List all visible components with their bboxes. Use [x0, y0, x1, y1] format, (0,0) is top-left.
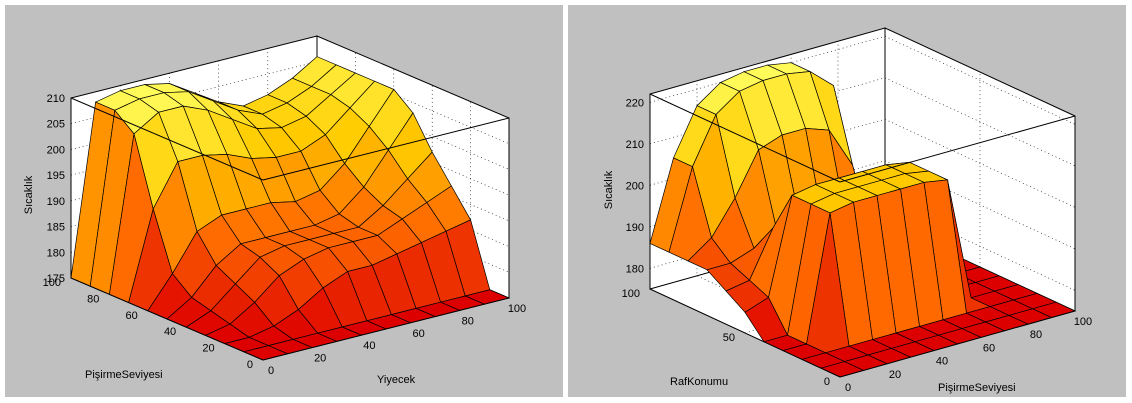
z-tick-label: 180	[626, 263, 644, 275]
y-tick-label: 100	[622, 288, 640, 300]
grid-line-z	[70, 35, 510, 119]
z-tick-label: 210	[626, 139, 644, 151]
y-tick-label: 50	[723, 332, 735, 344]
z-axis-label: Sıcaklık	[603, 170, 615, 209]
x-tick-label: 0	[845, 382, 851, 394]
y-tick-label: 40	[164, 326, 176, 338]
x-tick-label: 40	[363, 340, 375, 352]
z-tick-label: 175	[47, 273, 65, 285]
x-axis-line	[839, 310, 1076, 378]
frame-top-left	[70, 97, 264, 181]
z-tick-label: 210	[47, 93, 65, 105]
left-surface-plot: 0204060801000204060801001751801851901952…	[23, 35, 526, 386]
z-tick-label: 205	[47, 119, 65, 131]
z-tick-label: 195	[47, 170, 65, 182]
x-axis-label: Yiyecek	[377, 374, 416, 386]
right-surface-plot-panel: 0 20 40 60 80 100 0 50 100 180 190 200 210 220 Pişirme…	[568, 5, 1126, 397]
y-tick-label: 20	[202, 343, 214, 355]
x-tick-label: 0	[268, 365, 274, 377]
y-axis-line	[70, 277, 264, 361]
z-tick-label: 190	[626, 222, 644, 234]
right-surface-plot: 0 20 40 60 80 100 0 50 100 180 190 200 210 220 Pişirme…	[603, 27, 1092, 394]
x-tick-label: 60	[412, 328, 424, 340]
frame-top-left	[649, 93, 841, 183]
frame-top-front	[839, 115, 1076, 183]
x-axis-line	[262, 297, 510, 361]
y-axis-label: RafKonumu	[670, 376, 728, 388]
y-axis-label: PişirmeSeviyesi	[85, 369, 163, 381]
y-tick-label: 0	[247, 359, 253, 371]
x-tick-label: 80	[462, 315, 474, 327]
frame-top-front	[262, 117, 510, 181]
grid-line-z	[649, 35, 1076, 125]
z-tick-label: 220	[626, 97, 644, 109]
x-tick-label: 80	[1030, 329, 1042, 341]
grid-line-z	[649, 160, 1076, 250]
left-surface-plot-panel: 0 20 40 60 80 100 0 20 40 60 80 100 175 180 185 190 195 2…	[5, 5, 563, 397]
y-tick-label: 60	[126, 310, 138, 322]
y-tick-label: 100	[43, 277, 61, 289]
z-tick-label: 180	[47, 247, 65, 259]
x-tick-label: 40	[936, 356, 948, 368]
x-tick-label: 20	[314, 353, 326, 365]
z-tick-label: 200	[47, 144, 65, 156]
surface	[649, 62, 1077, 378]
x-axis-label: PişirmeSeviyesi	[938, 382, 1016, 394]
y-tick-label: 0	[824, 376, 830, 388]
y-tick-label: 80	[87, 293, 99, 305]
z-tick-label: 185	[47, 222, 65, 234]
z-tick-label: 190	[47, 196, 65, 208]
grid-line-z	[649, 118, 1076, 208]
x-tick-label: 20	[889, 369, 901, 381]
surface	[70, 56, 511, 361]
x-tick-label: 100	[508, 303, 526, 315]
grid-line-z	[649, 77, 1076, 167]
z-tick-label: 200	[626, 180, 644, 192]
x-tick-label: 60	[983, 342, 995, 354]
z-axis-label: Sıcaklık	[23, 175, 35, 214]
y-axis-line	[649, 288, 841, 378]
x-tick-label: 100	[1074, 316, 1092, 328]
